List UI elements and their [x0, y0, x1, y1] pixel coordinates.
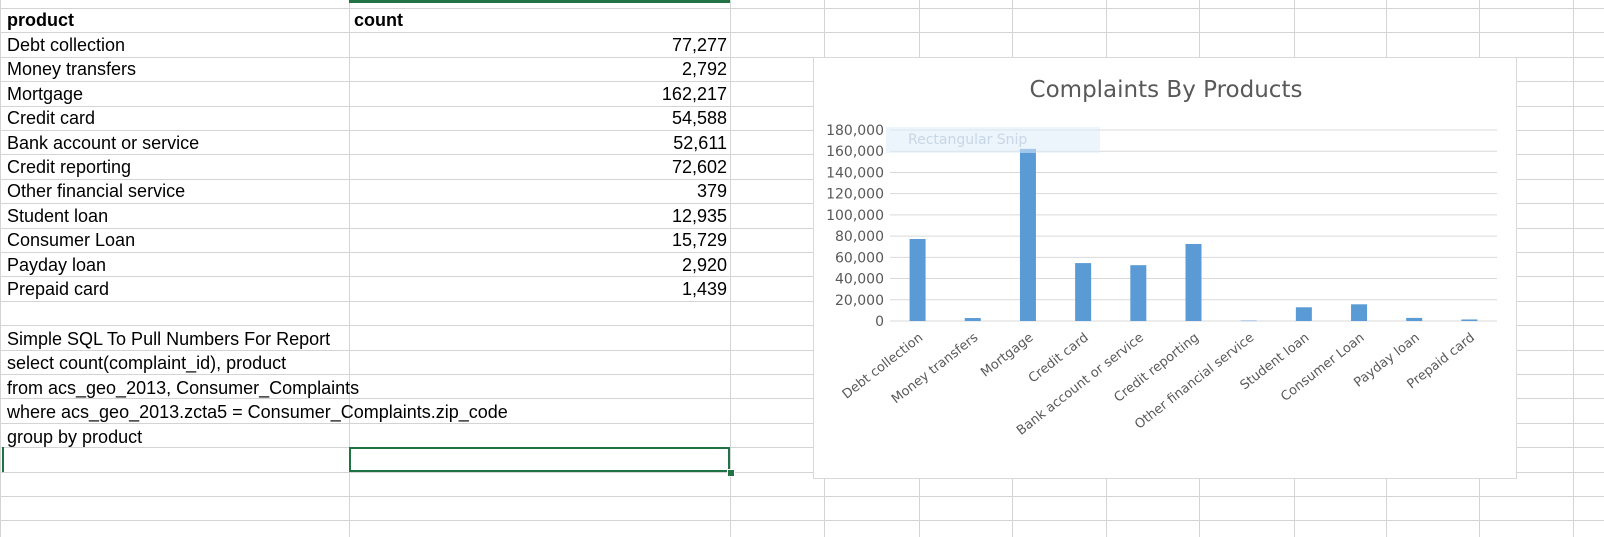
- cell-product[interactable]: Bank account or service: [7, 133, 200, 153]
- column-gridline: [1573, 0, 1574, 537]
- row-gridline: [0, 423, 1604, 424]
- cell-product[interactable]: Other financial service: [7, 181, 186, 201]
- bar: [1019, 148, 1036, 321]
- header-count[interactable]: count: [354, 10, 403, 30]
- bar: [1130, 265, 1147, 321]
- cell-product[interactable]: Student loan: [7, 206, 109, 226]
- cell-sql-line[interactable]: Simple SQL To Pull Numbers For Report: [7, 329, 331, 349]
- bar: [1461, 319, 1478, 321]
- row-gridline: [0, 203, 1604, 204]
- y-tick-label: 180,000: [826, 123, 884, 139]
- row-gridline: [0, 301, 1604, 302]
- cell-count[interactable]: 54,588: [671, 108, 727, 128]
- cell-count[interactable]: 15,729: [671, 230, 727, 250]
- row-gridline: [0, 154, 1604, 155]
- column-gridline: [349, 0, 350, 537]
- cell-count[interactable]: 12,935: [671, 206, 727, 226]
- cell-product[interactable]: Consumer Loan: [7, 230, 136, 250]
- bar: [909, 239, 926, 321]
- row-gridline: [0, 130, 1604, 131]
- y-tick-label: 160,000: [826, 144, 884, 160]
- cell-count[interactable]: 2,792: [681, 59, 727, 79]
- selected-column-indicator: [349, 0, 730, 3]
- header-product[interactable]: product: [7, 10, 74, 30]
- y-tick-label: 140,000: [826, 165, 884, 181]
- y-tick-label: 100,000: [826, 208, 884, 224]
- cell-product[interactable]: Payday loan: [7, 255, 107, 275]
- cell-product[interactable]: Prepaid card: [7, 279, 110, 299]
- cell-product[interactable]: Debt collection: [7, 35, 126, 55]
- active-cell[interactable]: [349, 447, 730, 472]
- y-tick-label: 0: [875, 314, 884, 330]
- bar: [964, 318, 981, 321]
- row-selection-marker: [2, 447, 4, 472]
- cell-count[interactable]: 2,920: [681, 255, 727, 275]
- row-gridline: [0, 350, 1604, 351]
- chart-complaints-by-products[interactable]: Complaints By Products 0 20,000 40,000 60,0…: [813, 57, 1517, 479]
- cell-count[interactable]: 162,217: [661, 84, 727, 104]
- row-gridline: [0, 81, 1604, 82]
- row-gridline: [0, 228, 1604, 229]
- y-tick-label: 20,000: [835, 293, 884, 309]
- cell-product[interactable]: Mortgage: [7, 84, 84, 104]
- row-gridline: [0, 252, 1604, 253]
- y-tick-label: 40,000: [835, 272, 884, 288]
- row-gridline: [0, 325, 1604, 326]
- row-gridline: [0, 106, 1604, 107]
- cell-product[interactable]: Credit reporting: [7, 157, 132, 177]
- bar: [1295, 307, 1312, 321]
- row-gridline: [0, 447, 1604, 448]
- cell-count[interactable]: 52,611: [673, 133, 727, 153]
- column-gridline: [0, 0, 1, 537]
- fill-handle[interactable]: [727, 469, 735, 477]
- bar: [1075, 263, 1092, 321]
- row-gridline: [0, 276, 1604, 277]
- cell-sql-line[interactable]: where acs_geo_2013.zcta5 = Consumer_Comp…: [7, 402, 508, 422]
- cell-count[interactable]: 1,439: [681, 279, 727, 299]
- bar-chart-svg: 0 20,000 40,000 60,000 80,000 100,000 120,000 1…: [826, 123, 1497, 439]
- row-gridline: [0, 472, 1604, 473]
- y-tick-label: 80,000: [835, 229, 884, 245]
- row-gridline: [0, 57, 1604, 58]
- row-gridline: [0, 496, 1604, 497]
- bar: [1240, 320, 1257, 322]
- cell-count[interactable]: 77,277: [671, 35, 727, 55]
- bar: [1185, 243, 1202, 321]
- y-tick-label: 120,000: [826, 187, 884, 203]
- row-gridline: [0, 179, 1604, 180]
- row-gridline: [0, 374, 1604, 375]
- row-gridline: [0, 520, 1604, 521]
- cell-count[interactable]: 72,602: [671, 157, 727, 177]
- row-gridline: [0, 32, 1604, 33]
- cell-sql-line[interactable]: group by product: [7, 427, 143, 447]
- cell-product[interactable]: Money transfers: [7, 59, 137, 79]
- cell-product[interactable]: Credit card: [7, 108, 96, 128]
- bar: [1406, 317, 1423, 321]
- snip-overlay: Rectangular Snip: [886, 127, 1100, 153]
- cell-sql-line[interactable]: from acs_geo_2013, Consumer_Complaints: [7, 378, 360, 398]
- cell-sql-line[interactable]: select count(complaint_id), product: [7, 353, 287, 373]
- cell-count[interactable]: 379: [696, 181, 727, 201]
- row-gridline: [0, 398, 1604, 399]
- column-gridline: [730, 0, 731, 537]
- bar: [1351, 304, 1368, 321]
- chart-title: Complaints By Products: [1029, 77, 1303, 103]
- y-tick-label: 60,000: [835, 250, 884, 266]
- row-gridline: [0, 8, 1604, 9]
